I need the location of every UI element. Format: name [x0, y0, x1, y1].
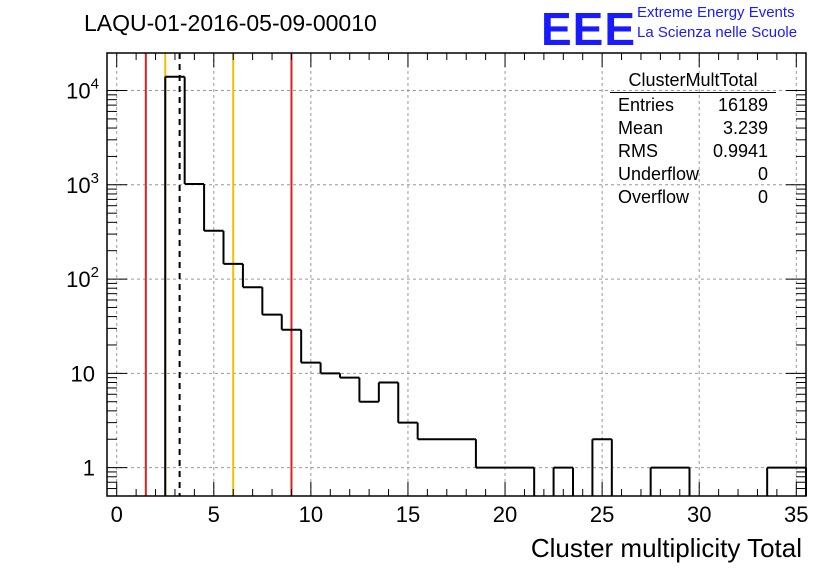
x-axis: 0 5 10 15 20 25 30 35 — [111, 53, 809, 527]
x-tick-label: 25 — [590, 502, 614, 527]
stats-label: Overflow — [618, 187, 690, 207]
stats-value: 0 — [757, 164, 768, 184]
stats-title: ClusterMultTotal — [610, 70, 776, 93]
stats-label: Underflow — [618, 164, 700, 184]
stats-row: RMS 0.9941 — [610, 140, 776, 163]
y-tick-label: 102 — [66, 264, 99, 292]
x-tick-label: 20 — [493, 502, 517, 527]
x-tick-label: 35 — [784, 502, 808, 527]
y-tick-label: 103 — [66, 170, 99, 198]
stats-value: 16189 — [717, 95, 768, 115]
x-tick-label: 5 — [208, 502, 220, 527]
stats-box: ClusterMultTotal Entries 16189 Mean 3.239 … — [610, 70, 776, 209]
y-tick-label: 10 — [71, 361, 95, 386]
stats-label: Entries — [618, 95, 675, 115]
y-tick-label: 1 — [83, 456, 95, 481]
x-tick-label: 15 — [396, 502, 420, 527]
stats-label: RMS — [618, 141, 658, 161]
stats-row: Mean 3.239 — [610, 117, 776, 140]
stats-value: 3.239 — [722, 118, 768, 138]
x-tick-label: 0 — [111, 502, 123, 527]
chart-title: LAQU-01-2016-05-09-00010 — [84, 10, 377, 36]
grid-lines — [107, 53, 806, 496]
marker-lines — [144, 53, 293, 496]
x-tick-label: 10 — [299, 502, 323, 527]
y-tick-label: 104 — [66, 76, 99, 104]
x-tick-label: 30 — [687, 502, 711, 527]
logo-line-2: La Scienza nelle Scuole — [637, 24, 798, 41]
stats-row: Entries 16189 — [610, 94, 776, 117]
stats-value: 0.9941 — [712, 141, 768, 161]
eee-logo: EEE — [541, 3, 637, 55]
stats-row: Overflow 0 — [610, 186, 776, 209]
histogram-bars — [164, 75, 807, 496]
x-axis-label: Cluster multiplicity Total — [530, 533, 802, 563]
stats-row: Underflow 0 — [610, 163, 776, 186]
stats-value: 0 — [757, 187, 768, 207]
y-axis: 1 10 102 103 104 — [66, 76, 806, 497]
plot-frame — [106, 52, 807, 497]
logo-line-1: Extreme Energy Events — [637, 4, 795, 21]
stats-label: Mean — [618, 118, 664, 138]
